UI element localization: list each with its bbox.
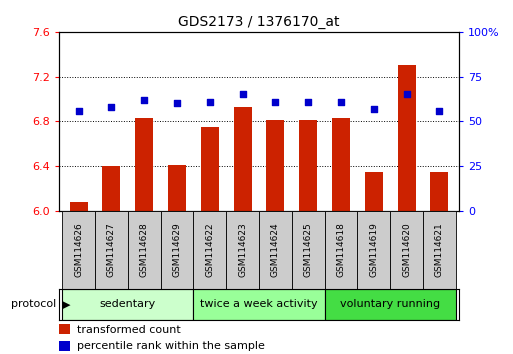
Point — [206, 99, 214, 104]
FancyBboxPatch shape — [358, 211, 390, 289]
Bar — [168, 165, 186, 211]
Text: GSM114621: GSM114621 — [435, 222, 444, 277]
Text: GSM114618: GSM114618 — [337, 222, 346, 277]
Point — [403, 92, 411, 97]
Text: voluntary running: voluntary running — [340, 299, 440, 309]
Text: protocol: protocol — [11, 299, 56, 309]
FancyBboxPatch shape — [193, 211, 226, 289]
Text: sedentary: sedentary — [100, 299, 156, 309]
Text: ▶: ▶ — [62, 299, 70, 309]
Bar — [299, 120, 317, 211]
Point — [337, 99, 345, 104]
Bar — [59, 324, 70, 335]
Bar — [365, 172, 383, 211]
Text: percentile rank within the sample: percentile rank within the sample — [77, 341, 265, 350]
Text: twice a week activity: twice a week activity — [200, 299, 318, 309]
Bar — [135, 118, 153, 211]
Text: GSM114627: GSM114627 — [107, 222, 116, 277]
Bar — [398, 65, 416, 211]
FancyBboxPatch shape — [62, 211, 95, 289]
FancyBboxPatch shape — [62, 289, 193, 320]
Point — [304, 99, 312, 104]
FancyBboxPatch shape — [325, 211, 358, 289]
Point — [74, 108, 83, 113]
Text: transformed count: transformed count — [77, 325, 181, 335]
Point — [140, 97, 148, 103]
Text: GSM114629: GSM114629 — [172, 222, 182, 277]
FancyBboxPatch shape — [95, 211, 128, 289]
FancyBboxPatch shape — [226, 211, 259, 289]
FancyBboxPatch shape — [325, 289, 456, 320]
Text: GSM114624: GSM114624 — [271, 222, 280, 277]
Title: GDS2173 / 1376170_at: GDS2173 / 1376170_at — [179, 16, 340, 29]
FancyBboxPatch shape — [161, 211, 193, 289]
Text: GSM114622: GSM114622 — [205, 222, 214, 277]
Text: GSM114620: GSM114620 — [402, 222, 411, 277]
Bar — [103, 166, 121, 211]
FancyBboxPatch shape — [193, 289, 325, 320]
FancyBboxPatch shape — [390, 211, 423, 289]
Bar — [266, 120, 285, 211]
Point — [370, 106, 378, 112]
Point — [436, 108, 444, 113]
Text: GSM114619: GSM114619 — [369, 222, 379, 277]
Bar — [332, 118, 350, 211]
Point — [107, 104, 115, 110]
Point — [271, 99, 280, 104]
Text: GSM114623: GSM114623 — [238, 222, 247, 277]
FancyBboxPatch shape — [292, 211, 325, 289]
Bar — [430, 172, 448, 211]
FancyBboxPatch shape — [423, 211, 456, 289]
Bar — [70, 202, 88, 211]
Bar — [201, 127, 219, 211]
Text: GSM114628: GSM114628 — [140, 222, 149, 277]
FancyBboxPatch shape — [259, 211, 292, 289]
Bar — [59, 341, 70, 350]
Point — [173, 101, 181, 106]
Point — [239, 92, 247, 97]
Bar — [233, 107, 252, 211]
Text: GSM114625: GSM114625 — [304, 222, 313, 277]
Text: GSM114626: GSM114626 — [74, 222, 83, 277]
FancyBboxPatch shape — [128, 211, 161, 289]
